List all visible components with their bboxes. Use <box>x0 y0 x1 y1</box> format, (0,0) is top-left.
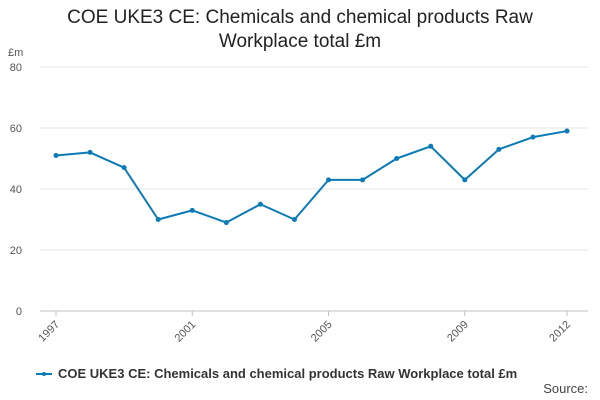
y-tick-label-40: 40 <box>10 184 22 196</box>
data-point-2005 <box>326 177 332 183</box>
data-point-2011 <box>530 134 536 140</box>
chart-title-line-2: Workplace total £m <box>218 31 382 52</box>
y-tick-label-60: 60 <box>10 123 22 135</box>
x-tick-label-2012: 2012 <box>547 319 573 345</box>
chart-title: COE UKE3 CE: Chemicals and chemical prod… <box>0 6 600 54</box>
series-layer <box>53 128 570 226</box>
data-point-2001 <box>189 207 195 213</box>
y-tick-label-80: 80 <box>10 62 22 74</box>
data-point-2009 <box>462 177 468 183</box>
data-point-1997 <box>53 152 59 158</box>
data-point-2002 <box>223 220 229 226</box>
legend-swatch <box>36 369 52 379</box>
data-point-1999 <box>121 165 127 171</box>
y-tick-label-0: 0 <box>16 306 22 318</box>
data-point-2004 <box>291 217 297 222</box>
x-tick-label-1997: 1997 <box>36 319 62 345</box>
axes: £m 0 20 40 60 80 1997 2001 2005 2009 2012 <box>8 47 573 344</box>
x-tick-label-2005: 2005 <box>309 319 335 345</box>
data-point-2008 <box>428 143 434 149</box>
y-tick-label-20: 20 <box>10 245 22 257</box>
series-line-0 <box>55 130 568 224</box>
data-point-2012 <box>564 128 570 134</box>
data-point-2007 <box>394 156 400 161</box>
chart-title-line-1: COE UKE3 CE: Chemicals and chemical prod… <box>67 7 533 28</box>
legend-label: COE UKE3 CE: Chemicals and chemical prod… <box>58 366 518 381</box>
data-point-2000 <box>155 217 161 222</box>
legend: COE UKE3 CE: Chemicals and chemical prod… <box>36 366 517 381</box>
gridlines <box>40 66 588 312</box>
data-point-1998 <box>87 149 93 155</box>
data-point-2010 <box>496 146 502 152</box>
data-point-2006 <box>360 177 366 183</box>
x-tick-label-2009: 2009 <box>445 319 471 345</box>
source-label: Source: <box>543 381 588 396</box>
x-tick-label-2001: 2001 <box>173 319 199 345</box>
data-point-2003 <box>257 201 263 207</box>
y-unit-label: £m <box>8 47 23 59</box>
